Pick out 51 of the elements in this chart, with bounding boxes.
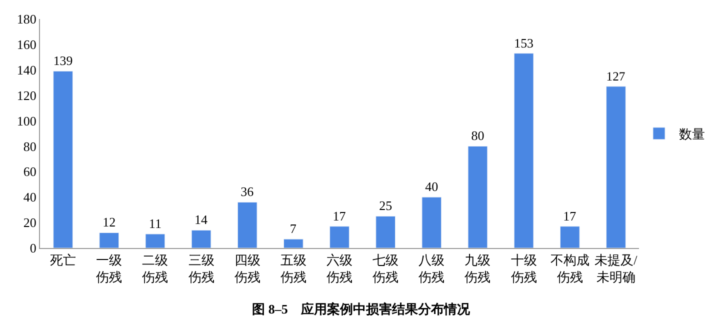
data-label: 7 (290, 221, 297, 236)
data-label: 153 (514, 36, 534, 50)
data-label: 80 (471, 128, 484, 144)
x-tick-label: 八级伤残 (418, 252, 445, 284)
text: 图 8–5 应用案例中损害结果分布情况 (252, 302, 471, 317)
bar (468, 146, 488, 248)
legend-label: 数量 (679, 126, 705, 142)
bar (145, 234, 166, 248)
y-tick-label: 120 (16, 88, 36, 103)
bar (53, 70, 73, 248)
data-label: 11 (148, 216, 162, 232)
y-tick-label: 60 (23, 164, 36, 180)
x-tick-label: 六级伤残 (326, 252, 352, 284)
data-label: 127 (606, 70, 626, 84)
x-tick-label: 死亡 (50, 252, 76, 268)
bar (284, 238, 304, 248)
x-tick-label: 四级伤残 (234, 252, 260, 284)
data-label: 40 (425, 179, 438, 194)
y-tick-label: 140 (16, 62, 36, 78)
x-tick-label: 三级伤残 (188, 252, 214, 284)
bar (330, 226, 350, 248)
y-tick-label: 0 (30, 240, 36, 256)
y-tick-label: 80 (23, 138, 36, 154)
bar (560, 226, 580, 248)
data-label: 139 (53, 54, 73, 68)
x-tick-label: 十级伤残 (510, 252, 537, 284)
y-tick-label: 180 (16, 12, 36, 27)
data-label: 17 (332, 208, 346, 224)
x-tick-label: 未提及/未明确 (594, 252, 638, 284)
y-tick-label: 20 (23, 215, 36, 230)
bar (606, 86, 626, 248)
y-tick-label: 40 (23, 190, 36, 205)
data-label: 17 (563, 208, 577, 224)
x-tick-label: 七级伤残 (372, 252, 399, 284)
x-tick-label: 五级伤残 (280, 252, 306, 284)
bar (514, 53, 534, 248)
bar (191, 230, 212, 248)
bar (99, 232, 120, 248)
data-label: 25 (379, 198, 392, 214)
y-tick-label: 160 (16, 36, 36, 52)
data-label: 12 (102, 214, 116, 230)
y-tick-label: 100 (16, 113, 36, 128)
x-tick-label: 不构成伤残 (550, 252, 590, 284)
bar (422, 196, 442, 248)
x-tick-label: 九级伤残 (464, 252, 491, 284)
x-tick-label: 一级伤残 (96, 252, 122, 284)
x-tick-label: 二级伤残 (142, 252, 168, 284)
bar (237, 202, 258, 248)
bar (376, 216, 396, 248)
data-label: 14 (194, 212, 208, 228)
data-label: 36 (240, 184, 254, 200)
